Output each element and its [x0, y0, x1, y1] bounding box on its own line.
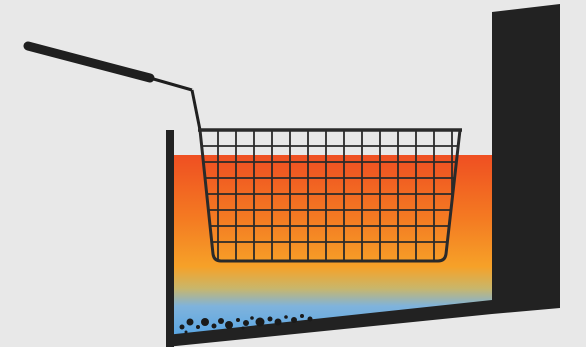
- fryer-left-wall: [166, 130, 174, 347]
- fryer-bottom: [166, 300, 560, 347]
- fryer-basket-icon: [198, 128, 462, 263]
- basket-handle-icon: [23, 41, 202, 131]
- sediment-particles-icon: [179, 314, 313, 334]
- fryer-back-wall: [492, 4, 560, 310]
